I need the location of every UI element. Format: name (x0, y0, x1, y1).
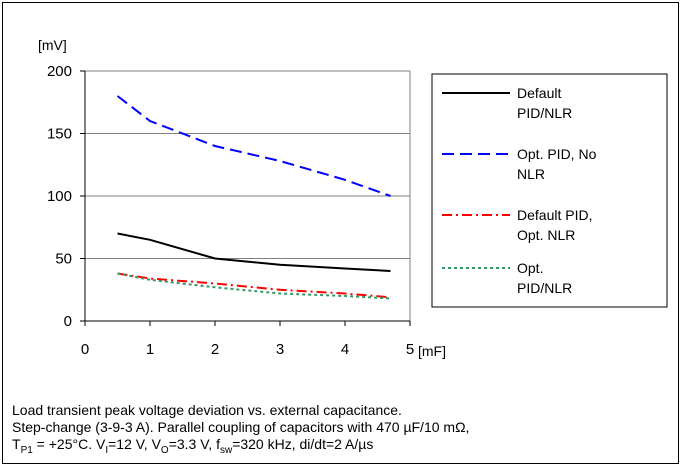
series-line-1 (117, 232, 391, 272)
caption-line-2: Step-change (3-9-3 A). Parallel coupling… (12, 419, 470, 435)
x-tick-label-5: 5 (406, 341, 414, 358)
legend-box (431, 73, 668, 308)
caption-line-3: TP1 = +25°C. VI=12 V, VO=3.3 V, fsw=320 … (12, 436, 374, 456)
figure-caption: Load transient peak voltage deviation vs… (12, 402, 470, 456)
caption-line-1: Load transient peak voltage deviation vs… (12, 402, 402, 418)
y-tick-label-50: 50 (55, 251, 72, 268)
x-axis-label: [mF] (418, 343, 446, 359)
legend-label-1: Default PID/NLR (517, 85, 572, 121)
legend-label-2: Opt. PID, No NLR (517, 146, 597, 182)
legend-label-4: Opt. PID/NLR (517, 260, 572, 296)
y-tick-label-150: 150 (47, 126, 72, 143)
y-tick-label-0: 0 (64, 313, 72, 330)
x-tick-label-0: 0 (81, 341, 89, 358)
y-tick-label-200: 200 (47, 63, 72, 80)
y-axis-label: [mV] (38, 37, 67, 53)
x-tick-label-3: 3 (276, 341, 284, 358)
x-tick-label-4: 4 (341, 341, 349, 358)
figure-frame (2, 2, 679, 464)
series-line-4 (117, 272, 391, 300)
x-tick-label-2: 2 (211, 341, 219, 358)
chart: 0 50 100 150 200 0 1 2 3 4 5 Default PID/NLR Opt. PI… (47, 63, 668, 358)
series-line-3 (117, 272, 391, 299)
legend-label-3: Default PID, Opt. NLR (517, 207, 592, 243)
axes: 0 50 100 150 200 0 1 2 3 4 5 (47, 63, 414, 358)
legend: Default PID/NLR Opt. PID, No NLR Default PID… (431, 73, 668, 308)
y-tick-label-100: 100 (47, 188, 72, 205)
series-line-2 (116, 95, 391, 197)
x-tick-label-1: 1 (146, 341, 154, 358)
series-lines (116, 95, 391, 300)
